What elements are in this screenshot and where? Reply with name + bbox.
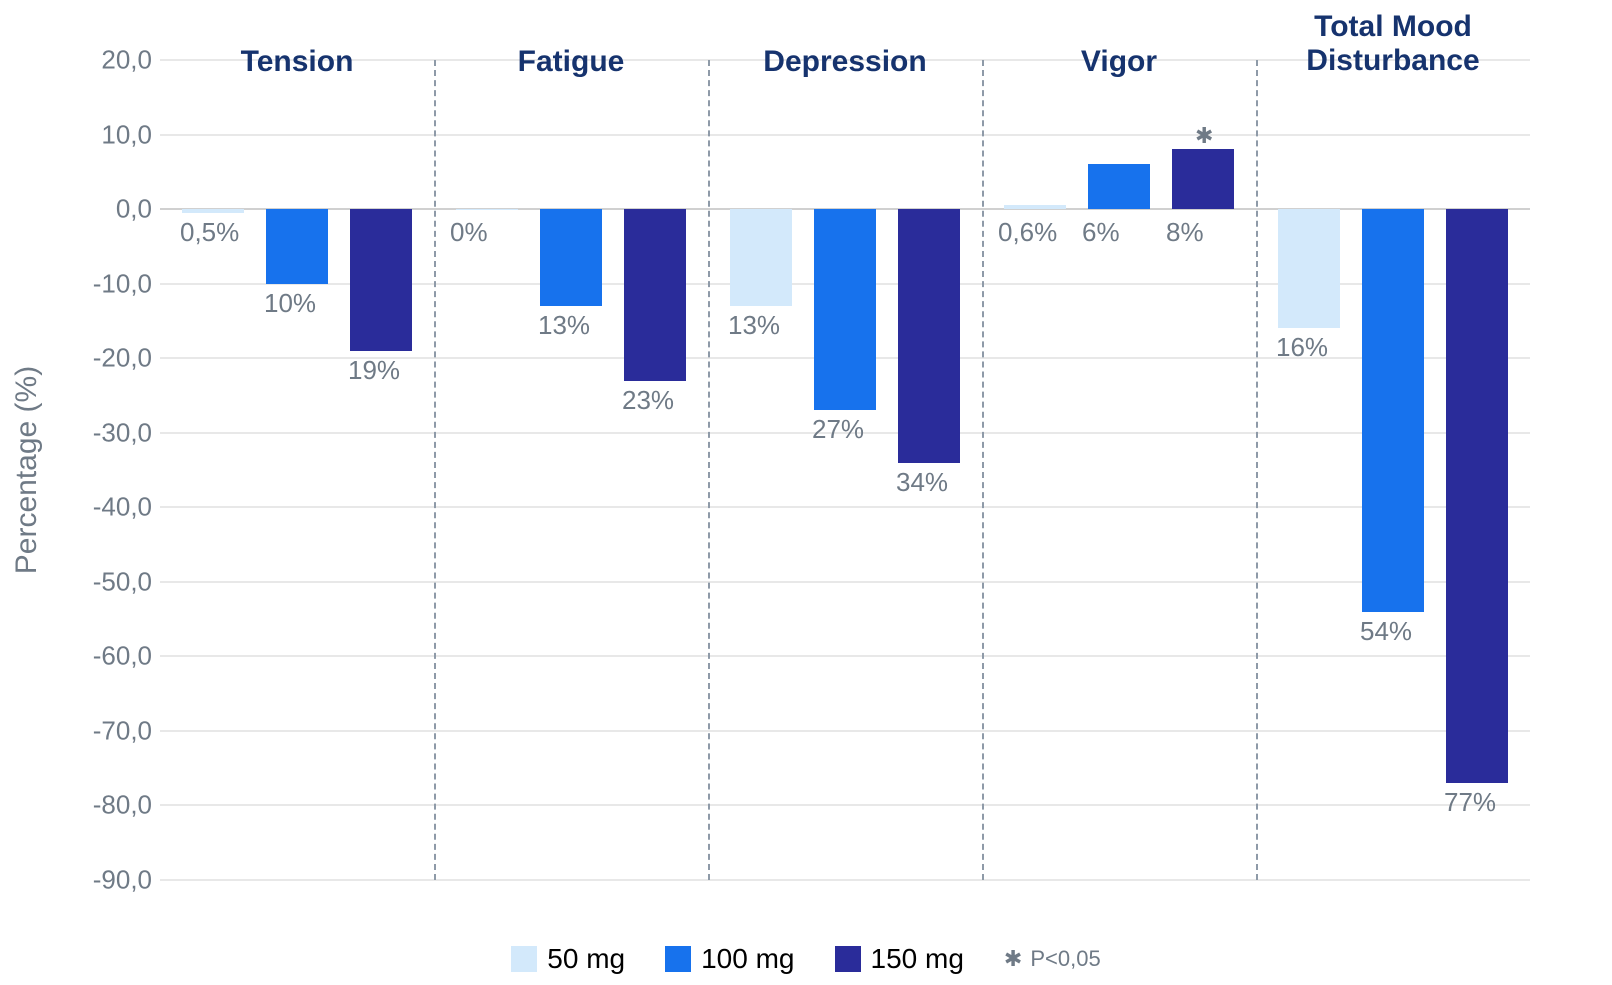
bar (540, 209, 602, 306)
legend-label: 100 mg (701, 943, 794, 975)
asterisk-icon: ✱ (1004, 946, 1022, 972)
mood-bar-chart: Percentage (%) 0,5% 10% 19% 0% 13% 23% 13% 27% 3… (0, 0, 1612, 985)
y-tick-label: -40,0 (52, 492, 152, 523)
y-tick-label: -60,0 (52, 641, 152, 672)
group-separator (1256, 60, 1258, 880)
bar (1088, 164, 1150, 209)
legend-swatch (511, 946, 537, 972)
bar-value-label: 13% (728, 310, 780, 341)
y-tick-label: -90,0 (52, 865, 152, 896)
y-tick-label: -30,0 (52, 417, 152, 448)
bar (1278, 209, 1340, 328)
group-title: Tension (160, 45, 434, 79)
bar-value-label: 23% (622, 385, 674, 416)
significance-star: ✱ (1195, 123, 1213, 149)
bar-value-label: 0% (450, 217, 488, 248)
bar (1172, 149, 1234, 209)
bar (1004, 205, 1066, 209)
legend-swatch (665, 946, 691, 972)
group-separator (708, 60, 710, 880)
group-separator (434, 60, 436, 880)
y-tick-label: 0,0 (52, 194, 152, 225)
bar-value-label: 0,5% (180, 217, 239, 248)
group-title: Vigor (982, 45, 1256, 79)
bar-value-label: 16% (1276, 332, 1328, 363)
bar-value-label: 0,6% (998, 217, 1057, 248)
legend: 50 mg 100 mg 150 mg ✱ P<0,05 (0, 943, 1612, 975)
legend-significance-note: ✱ P<0,05 (1004, 946, 1101, 972)
bar (456, 209, 518, 210)
bar-value-label: 27% (812, 414, 864, 445)
y-tick-label: 10,0 (52, 119, 152, 150)
legend-item-50mg: 50 mg (511, 943, 625, 975)
bar (182, 209, 244, 213)
group-title: Fatigue (434, 45, 708, 79)
bar (1362, 209, 1424, 612)
plot-area: 0,5% 10% 19% 0% 13% 23% 13% 27% 34% 0,6% 6% 8% ✱ 16% 5… (160, 60, 1530, 880)
group-separator (982, 60, 984, 880)
bar-value-label: 8% (1166, 217, 1204, 248)
bar (624, 209, 686, 380)
bar (730, 209, 792, 306)
y-tick-label: 20,0 (52, 45, 152, 76)
bar (350, 209, 412, 351)
bar (814, 209, 876, 410)
y-tick-label: -50,0 (52, 566, 152, 597)
group-title: Depression (708, 45, 982, 79)
group-title: Total MoodDisturbance (1256, 10, 1530, 78)
bar-value-label: 77% (1444, 787, 1496, 818)
legend-label: 150 mg (871, 943, 964, 975)
legend-item-100mg: 100 mg (665, 943, 794, 975)
y-tick-label: -10,0 (52, 268, 152, 299)
bar-value-label: 6% (1082, 217, 1120, 248)
bar (266, 209, 328, 284)
legend-swatch (835, 946, 861, 972)
bar-value-label: 13% (538, 310, 590, 341)
legend-label: 50 mg (547, 943, 625, 975)
legend-note-text: P<0,05 (1030, 946, 1100, 972)
bar-value-label: 54% (1360, 616, 1412, 647)
y-tick-label: -80,0 (52, 790, 152, 821)
bar-value-label: 34% (896, 467, 948, 498)
y-axis-title: Percentage (%) (10, 366, 44, 574)
bar (898, 209, 960, 462)
bar (1446, 209, 1508, 783)
legend-item-150mg: 150 mg (835, 943, 964, 975)
bar-value-label: 19% (348, 355, 400, 386)
y-tick-label: -70,0 (52, 715, 152, 746)
y-tick-label: -20,0 (52, 343, 152, 374)
bar-value-label: 10% (264, 288, 316, 319)
